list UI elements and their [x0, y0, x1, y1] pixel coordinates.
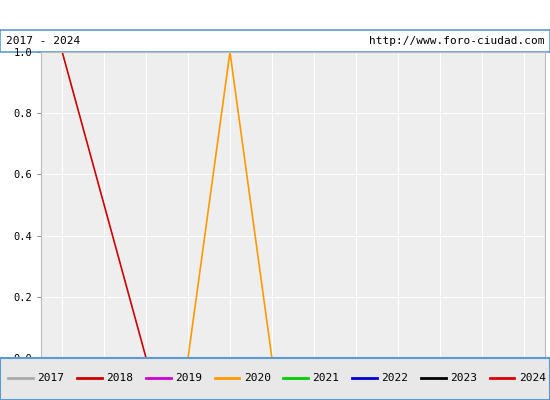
- Text: http://www.foro-ciudad.com: http://www.foro-ciudad.com: [369, 36, 544, 46]
- Text: 2024: 2024: [519, 373, 546, 383]
- Text: 2017 - 2024: 2017 - 2024: [6, 36, 80, 46]
- Text: 2017: 2017: [37, 373, 64, 383]
- Text: 2023: 2023: [450, 373, 477, 383]
- Text: 2022: 2022: [381, 373, 408, 383]
- Text: 2018: 2018: [106, 373, 133, 383]
- Text: 2019: 2019: [175, 373, 202, 383]
- Text: Evolucion del paro registrado en Viloria de Rioja: Evolucion del paro registrado en Viloria…: [60, 8, 490, 22]
- Text: 2020: 2020: [244, 373, 271, 383]
- Text: 2021: 2021: [312, 373, 339, 383]
